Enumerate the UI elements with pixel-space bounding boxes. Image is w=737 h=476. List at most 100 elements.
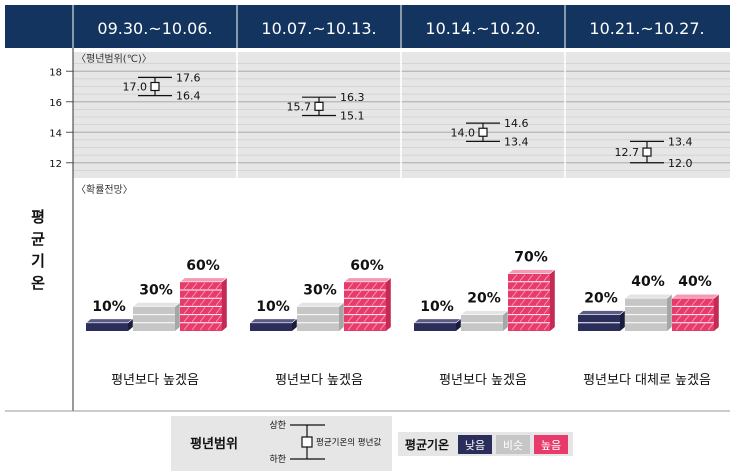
stack-hatch	[519, 307, 526, 314]
stack-hatch	[675, 323, 682, 331]
stack-side	[503, 310, 508, 331]
range-title: 〈평년범위(℃)〉	[76, 52, 152, 65]
stack-hatch	[363, 282, 370, 290]
probability-label: 20%	[584, 291, 618, 307]
stack-hatch	[183, 315, 190, 323]
column-header: 10.07.~10.13.	[261, 19, 376, 38]
stack-hatch	[675, 307, 682, 314]
legend-range-box	[171, 416, 392, 471]
stack-hatch	[535, 290, 542, 298]
side-label-char: 균	[31, 230, 45, 248]
stack-hatch	[535, 323, 542, 331]
summary-text: 평년보다 높겠음	[111, 373, 199, 388]
stack-hatch	[191, 315, 198, 323]
stack-hatch	[215, 307, 222, 314]
stack-hatch	[379, 323, 386, 331]
upper-label: 16.3	[340, 91, 365, 104]
stack-hatch	[527, 282, 534, 290]
stack-hatch	[183, 323, 190, 331]
stack-hatch	[683, 323, 690, 331]
lower-label: 12.0	[668, 157, 693, 170]
stack-hatch	[207, 323, 214, 331]
stack-hatch	[535, 298, 542, 306]
side-label-char: 기	[31, 252, 45, 270]
stack-hatch	[699, 323, 706, 331]
stack-hatch	[511, 323, 518, 331]
stack-hatch	[511, 315, 518, 323]
stack-hatch	[527, 315, 534, 323]
probability-bar	[250, 322, 292, 331]
stack-side	[222, 277, 227, 331]
stack-hatch	[371, 298, 378, 306]
stack-hatch	[379, 307, 386, 314]
y-tick-label: 16	[49, 98, 62, 109]
legend-range-title: 평년범위	[190, 436, 238, 452]
stack-hatch	[199, 290, 206, 298]
stack-hatch	[199, 298, 206, 306]
stack-hatch	[543, 323, 550, 331]
stack-hatch	[183, 307, 190, 314]
stack-hatch	[683, 315, 690, 323]
stack-top	[507, 269, 556, 274]
stack-hatch	[347, 307, 354, 314]
stack-hatch	[527, 307, 534, 314]
stack-hatch	[347, 315, 354, 323]
stack-hatch	[519, 282, 526, 290]
stack-hatch	[199, 307, 206, 314]
legend-low-label: 낮음	[465, 439, 485, 452]
stack-hatch	[183, 298, 190, 306]
stack-hatch	[707, 298, 714, 306]
summary-text: 평년보다 높겠음	[439, 373, 527, 388]
stack-hatch	[215, 323, 222, 331]
legend-similar-label: 비슷	[503, 439, 523, 452]
stack-hatch	[535, 282, 542, 290]
stack-top	[460, 310, 509, 315]
probability-label: 70%	[514, 250, 548, 266]
legend-similar-swatch	[496, 435, 530, 454]
stack-hatch	[215, 298, 222, 306]
stack-hatch	[527, 323, 534, 331]
stack-top	[179, 277, 228, 283]
stack-hatch	[371, 307, 378, 314]
stack-side	[175, 302, 180, 331]
stack-hatch	[535, 315, 542, 323]
stack-hatch	[379, 315, 386, 323]
stack-hatch	[691, 315, 698, 323]
stack-hatch	[707, 307, 714, 314]
mean-label: 12.7	[615, 146, 640, 159]
stack-hatch	[355, 298, 362, 306]
stack-hatch	[363, 290, 370, 298]
stack-hatch	[519, 290, 526, 298]
lower-label: 13.4	[504, 135, 529, 148]
stack-hatch	[699, 315, 706, 323]
stack-hatch	[535, 307, 542, 314]
stack-hatch	[191, 307, 198, 314]
mean-marker	[150, 81, 160, 92]
lower-label: 16.4	[176, 90, 201, 103]
stack-hatch	[683, 298, 690, 306]
stack-hatch	[371, 290, 378, 298]
stack-hatch	[355, 315, 362, 323]
stack-top	[343, 277, 392, 283]
stack-hatch	[527, 298, 534, 306]
prob-title: 〈확률전망〉	[76, 184, 133, 196]
stack-top	[296, 302, 345, 307]
legend-low-swatch	[458, 435, 492, 454]
stack-hatch	[371, 323, 378, 331]
stack-hatch	[519, 315, 526, 323]
stack-side	[339, 302, 344, 331]
upper-label: 17.6	[176, 71, 201, 84]
stack-hatch	[707, 323, 714, 331]
stack-hatch	[371, 315, 378, 323]
probability-bar	[297, 306, 339, 331]
probability-label: 10%	[420, 299, 454, 315]
y-tick-label: 12	[49, 159, 62, 170]
stack-hatch	[199, 315, 206, 323]
stack-side	[386, 277, 391, 331]
legend-high-label: 높음	[541, 439, 561, 452]
legend-high-swatch	[534, 435, 568, 454]
stack-hatch	[511, 307, 518, 314]
probability-label: 30%	[139, 282, 173, 298]
mean-marker	[478, 127, 488, 137]
